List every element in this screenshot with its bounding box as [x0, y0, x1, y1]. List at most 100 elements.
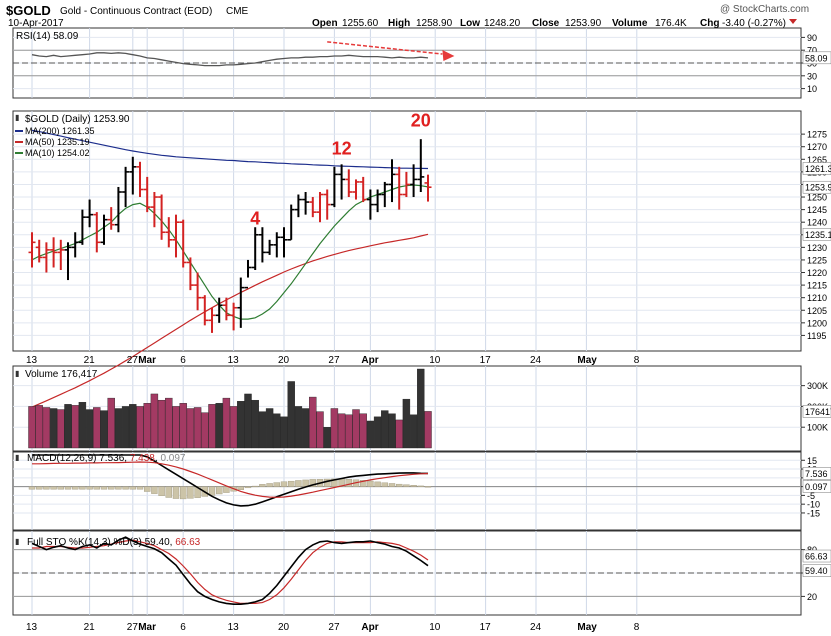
sto-legend-value: Full STO %K(14,3) %D(3) 59.40 — [27, 537, 170, 548]
macd-histogram-bar — [36, 486, 43, 490]
price-y-tick: 1210 — [807, 293, 827, 303]
macd-legend-value: MACD(12,26,9) 7.536 — [27, 453, 125, 464]
volume-bar — [129, 404, 137, 449]
macd-histogram-bar — [388, 483, 396, 487]
x-axis-label: 27 — [127, 355, 139, 366]
price-bar — [172, 214, 180, 258]
wave-count-label: 20 — [411, 111, 431, 131]
macd-histogram-bar — [331, 478, 338, 487]
arrow-head-icon — [442, 50, 455, 62]
x-axis-label: 21 — [84, 622, 96, 633]
x-axis-label: 10 — [429, 622, 441, 633]
price-y-tick: 1200 — [807, 318, 827, 328]
price-bar — [86, 199, 94, 228]
volume-bar — [157, 399, 166, 449]
price-bar — [179, 219, 187, 268]
macd-histogram-bar — [360, 480, 367, 487]
macd-histogram-bar — [295, 480, 302, 487]
x-axis-label: Apr — [361, 355, 378, 366]
price-bar — [287, 204, 295, 241]
volume-bar — [265, 408, 274, 449]
price-y-tick: 1265 — [807, 155, 827, 165]
volume-bar — [71, 405, 79, 449]
rsi-y-tick: 30 — [807, 71, 817, 81]
macd-histogram-bar — [179, 486, 187, 500]
macd-histogram-bar — [64, 486, 72, 490]
price-ma200-last-value: 1261.35 — [805, 164, 831, 174]
sto-title: Full STO %K(14,3) %D(3) 59.40, 66.63 — [27, 537, 201, 548]
price-bar — [64, 242, 72, 281]
x-axis-label: 24 — [530, 622, 542, 633]
watermark: @ StockCharts.com — [720, 4, 809, 15]
x-axis-label: 6 — [180, 622, 186, 633]
x-axis-label: May — [577, 355, 597, 366]
macd-histogram-bar — [237, 486, 245, 490]
x-axis-label: Mar — [138, 355, 156, 366]
volume-bar — [237, 401, 245, 449]
macd-last-value: 7.536 — [805, 469, 828, 479]
volume-bar — [100, 410, 108, 449]
macd-histogram-bar — [79, 486, 86, 490]
ma-line-ma10 — [31, 184, 429, 320]
macd-histogram-bar — [100, 486, 108, 490]
price-bar — [352, 179, 360, 200]
volume-bar — [409, 414, 418, 449]
volume-last-value-box — [802, 405, 831, 418]
price-bar — [244, 259, 252, 289]
volume-bar — [201, 412, 209, 449]
x-axis-label: 17 — [480, 355, 492, 366]
volume-bar — [165, 397, 173, 449]
price-bar — [316, 192, 324, 223]
macd-histogram-bar — [417, 485, 424, 487]
x-axis-label: 20 — [278, 622, 290, 633]
x-axis-label: 27 — [328, 355, 340, 366]
volume-bar — [49, 408, 58, 449]
x-axis-label: 13 — [228, 355, 240, 366]
volume-bar — [57, 409, 65, 449]
volume-bar — [309, 396, 317, 449]
macd-histogram-bar — [223, 486, 230, 493]
price-y-tick: 1270 — [807, 142, 827, 152]
volume-bar — [121, 406, 130, 449]
volume-bar — [251, 399, 259, 449]
x-axis-label: 6 — [180, 355, 186, 366]
price-bar — [222, 297, 230, 321]
price-bar — [345, 169, 353, 198]
price-ma50-last-value: 1235.19 — [805, 230, 831, 240]
macd-histogram-bar — [259, 484, 266, 487]
volume-bar — [280, 416, 288, 449]
sto-legend-value: 66.63 — [175, 537, 200, 548]
macd-histogram-bar — [244, 486, 252, 489]
rsi-last-value: 58.09 — [805, 53, 828, 63]
volume-bar — [359, 413, 367, 449]
exchange-label: CME — [226, 6, 249, 17]
volume-bar — [395, 419, 403, 449]
sto-k-line — [31, 536, 429, 605]
volume-bar — [352, 409, 360, 449]
price-bar — [150, 192, 158, 228]
macd-histogram-bar — [57, 486, 64, 490]
wave-count-label: 12 — [332, 138, 352, 158]
x-axis-label: May — [577, 622, 597, 633]
macd-histogram-bar — [129, 486, 137, 490]
macd-histogram-bar — [215, 486, 223, 495]
volume-y-tick: 100K — [807, 423, 828, 433]
macd-histogram-bar — [251, 485, 259, 488]
price-bar — [395, 166, 403, 210]
volume-bar — [273, 413, 281, 449]
price-bar — [186, 257, 194, 291]
price-bar — [194, 272, 202, 311]
price-y-tick: 1275 — [807, 130, 827, 140]
legend-separator: , — [170, 537, 176, 548]
rsi-line — [31, 52, 429, 67]
macd-histogram-bar — [28, 486, 36, 490]
volume-bar — [136, 406, 144, 449]
price-bar — [338, 164, 346, 200]
sto-y-tick: 20 — [807, 592, 817, 602]
rsi-last-value-box — [802, 51, 831, 65]
price-bar — [366, 189, 374, 220]
macd-hist-last-value: 0.097 — [805, 482, 828, 492]
volume-bar — [85, 409, 94, 449]
sto-k-last-value: 59.40 — [805, 566, 828, 576]
x-axis-label: 27 — [127, 622, 139, 633]
